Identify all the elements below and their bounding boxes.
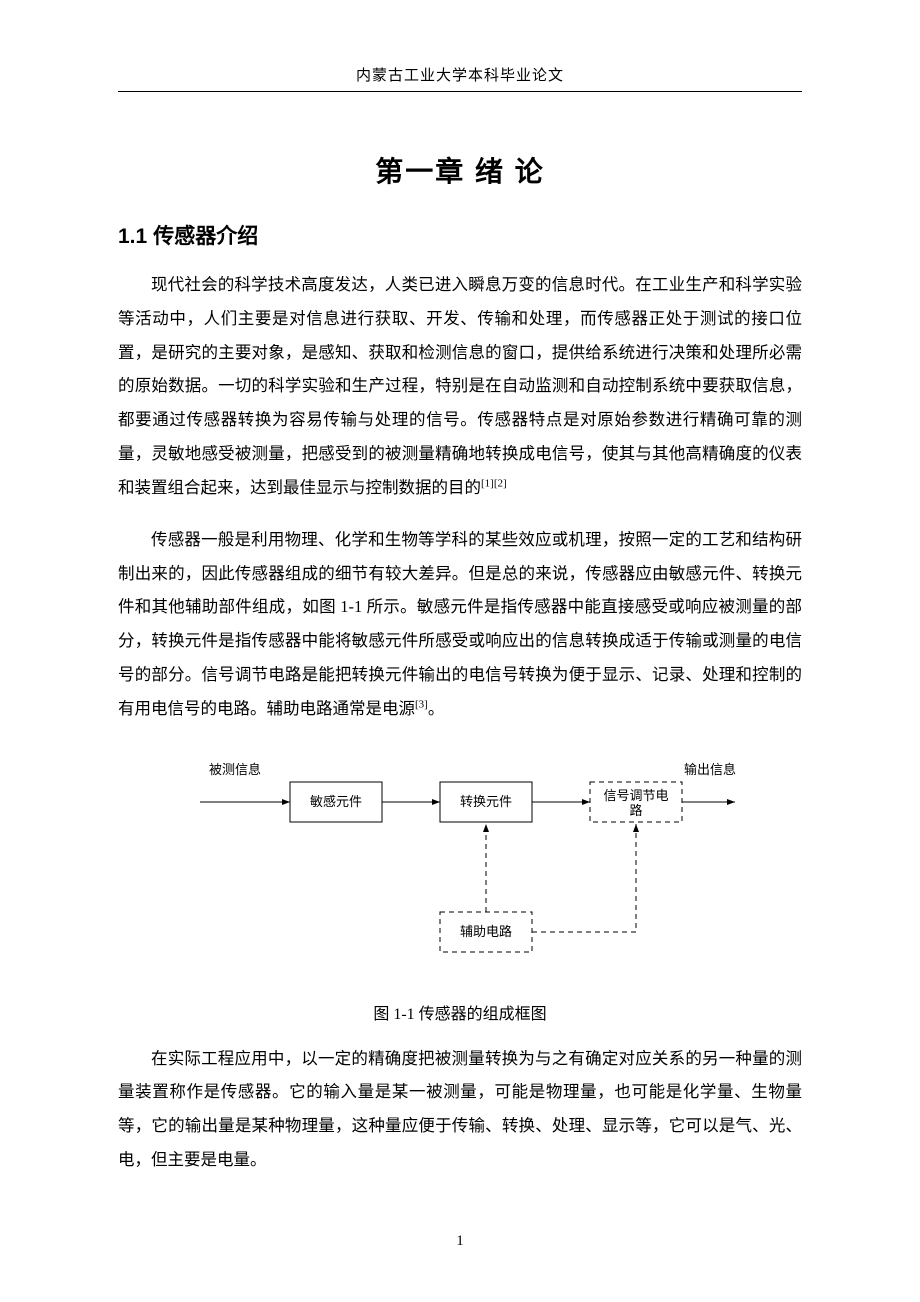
node-sensitive-element-label: 敏感元件 — [310, 794, 362, 809]
running-head: 内蒙古工业大学本科毕业论文 — [118, 60, 802, 85]
edge-n4-to-n3 — [532, 824, 636, 932]
paragraph-1: 现代社会的科学技术高度发达，人类已进入瞬息万变的信息时代。在工业生产和科学实验等… — [118, 268, 802, 505]
citation-1-2: [1][2] — [481, 477, 507, 489]
section-number: 1.1 — [118, 225, 147, 248]
paragraph-2: 传感器一般是利用物理、化学和生物等学科的某些效应或机理，按照一定的工艺和结构研制… — [118, 523, 802, 726]
chapter-title: 第一章 绪 论 — [118, 150, 802, 190]
section-heading: 1.1 传感器介绍 — [118, 220, 802, 250]
running-head-text: 内蒙古工业大学本科毕业论文 — [356, 68, 564, 84]
citation-3: [3] — [415, 698, 428, 710]
sensor-block-diagram: 被测信息 输出信息 敏感元件 转换元件 信号调节电 路 辅助电路 — [180, 752, 740, 982]
page-number: 1 — [0, 1233, 920, 1250]
node-transducer-label: 转换元件 — [460, 794, 512, 809]
paragraph-1-text: 现代社会的科学技术高度发达，人类已进入瞬息万变的信息时代。在工业生产和科学实验等… — [118, 275, 802, 497]
header-rule — [118, 91, 802, 92]
paragraph-2-tail: 。 — [428, 699, 445, 718]
node-aux-circuit-label: 辅助电路 — [460, 924, 512, 939]
diagram-svg: 被测信息 输出信息 敏感元件 转换元件 信号调节电 路 辅助电路 — [180, 752, 740, 982]
paragraph-3: 在实际工程应用中，以一定的精确度把被测量转换为与之有确定对应关系的另一种量的测量… — [118, 1042, 802, 1177]
node-signal-conditioning-label-1: 信号调节电 — [603, 788, 668, 803]
section-title-text: 传感器介绍 — [153, 225, 258, 248]
output-label: 输出信息 — [684, 762, 736, 777]
node-signal-conditioning-label-2: 路 — [629, 803, 642, 818]
input-label: 被测信息 — [209, 762, 261, 777]
figure-caption: 图 1-1 传感器的组成框图 — [118, 1000, 802, 1024]
paragraph-2-text: 传感器一般是利用物理、化学和生物等学科的某些效应或机理，按照一定的工艺和结构研制… — [118, 530, 802, 718]
